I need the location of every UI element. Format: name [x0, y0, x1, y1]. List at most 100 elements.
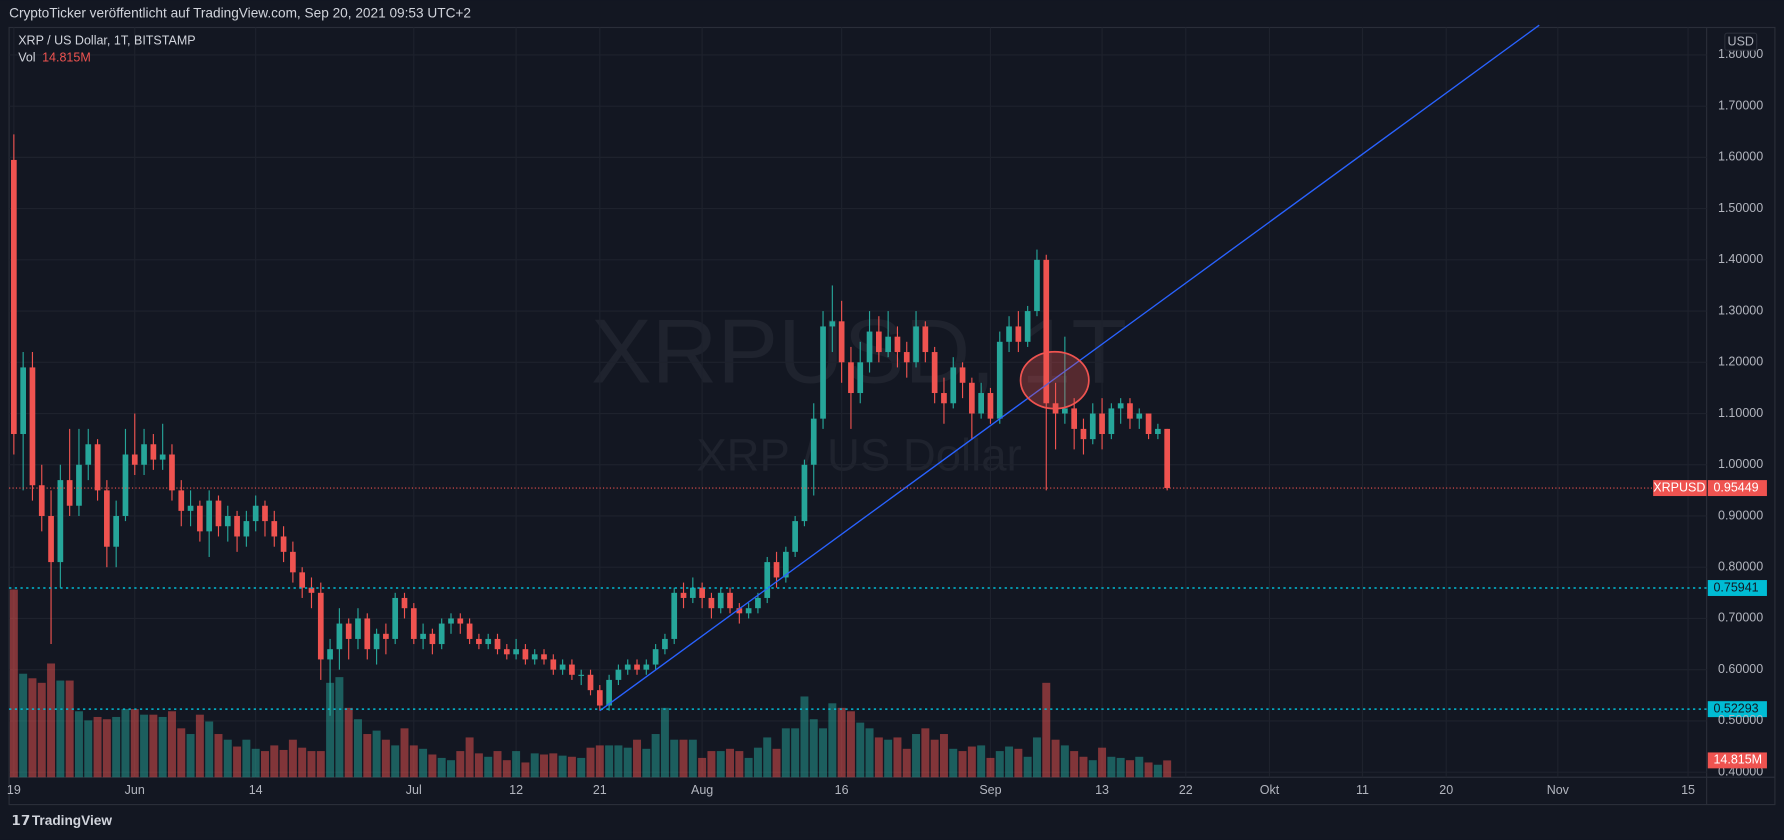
volume-bar — [698, 757, 707, 778]
volume-bar — [809, 719, 818, 778]
candle-body — [355, 618, 361, 639]
candle-body — [587, 674, 594, 691]
x-tick-label: Jul — [406, 783, 422, 797]
y-tick-label: 0.80000 — [1718, 560, 1763, 574]
volume-bar — [828, 703, 837, 778]
candle-body — [457, 618, 464, 624]
brand: TradingView — [32, 813, 112, 828]
candle-body — [345, 623, 352, 639]
volume-bar — [1107, 756, 1116, 778]
volume-bar — [763, 737, 772, 778]
volume-bar — [530, 753, 539, 778]
candle-body — [680, 592, 687, 598]
candle-body — [1089, 413, 1096, 440]
candle-body — [85, 444, 92, 465]
volume-bar — [19, 673, 28, 778]
candle-body — [541, 654, 547, 660]
candle-body — [606, 679, 612, 706]
candle-body — [689, 587, 696, 598]
y-tick-label: 1.20000 — [1718, 355, 1763, 369]
volume-bar — [623, 747, 632, 778]
volume-bar — [298, 747, 307, 778]
x-tick-label: 13 — [1095, 783, 1109, 797]
candle-body — [866, 331, 873, 363]
candle-body — [29, 367, 36, 486]
candle-body — [206, 500, 213, 532]
x-tick-label: Sep — [979, 783, 1001, 797]
candle-body — [513, 649, 519, 655]
volume-bar — [381, 739, 390, 778]
volume-bar — [9, 589, 18, 778]
volume-bar — [819, 728, 828, 778]
volume-bar — [902, 748, 911, 778]
candle-body — [104, 490, 110, 547]
volume-bar — [158, 716, 167, 778]
candle-body — [476, 638, 482, 645]
volume-bar — [140, 714, 149, 778]
candle-body — [234, 515, 240, 537]
symbol-label: XRPUSD — [1653, 480, 1705, 494]
volume-bar — [660, 707, 669, 778]
y-tick-label: 1.60000 — [1718, 150, 1763, 164]
brand-logo: 𝟭𝟳 — [11, 813, 30, 828]
volume-bar — [837, 707, 846, 778]
volume-bar — [307, 751, 316, 778]
x-tick-label: Aug — [691, 783, 713, 797]
candle-body — [271, 521, 278, 537]
y-tick-label: 1.50000 — [1718, 201, 1763, 215]
volume-bar — [912, 734, 921, 778]
candle-body — [178, 490, 185, 511]
candle-body — [299, 572, 306, 588]
candle-body — [699, 587, 705, 598]
publisher: CryptoTicker veröffentlicht auf TradingV… — [9, 5, 471, 20]
candle-body — [903, 352, 910, 363]
volume-bar — [1144, 762, 1153, 778]
candle-body — [215, 500, 222, 527]
candle-body — [429, 633, 436, 645]
volume-bar — [567, 756, 576, 778]
volume-bar — [428, 754, 437, 778]
candle-body — [131, 454, 138, 465]
y-tick-label: 0.50000 — [1718, 713, 1763, 727]
level-tag — [1707, 701, 1767, 718]
candle-body — [913, 326, 919, 363]
candle-body — [448, 618, 454, 624]
volume-bar — [65, 680, 74, 778]
volume-bar — [474, 753, 483, 778]
volume-bar — [84, 720, 93, 778]
volume-bar — [772, 748, 781, 778]
candle-body — [522, 649, 529, 660]
volume-bar — [47, 663, 56, 778]
currency-box — [1724, 32, 1758, 51]
y-tick-label: 0.90000 — [1718, 508, 1763, 522]
volume-bar — [865, 728, 874, 778]
level-label: 0.75941 — [1713, 580, 1758, 594]
candle-body — [317, 592, 324, 660]
candle-body — [559, 664, 566, 670]
volume-bar — [800, 696, 809, 778]
candle-body — [438, 623, 445, 645]
x-tick-label: Okt — [1260, 783, 1280, 797]
watermark: XRPUSD, 1T XRP / US Dollar — [591, 302, 1127, 481]
volume-bar — [512, 751, 521, 778]
candle-body — [569, 664, 575, 675]
volume-bar — [735, 751, 744, 778]
y-tick-label: 1.10000 — [1718, 406, 1763, 420]
x-tick-label: 22 — [1179, 783, 1193, 797]
volume-bar — [56, 680, 65, 778]
candle-body — [708, 597, 715, 609]
volume-bar — [112, 716, 121, 778]
volume-bar — [419, 748, 428, 778]
volume-bar — [1023, 756, 1032, 778]
volume-bar — [409, 745, 418, 778]
candle-body — [894, 336, 901, 353]
candle-body — [1080, 428, 1087, 440]
volume-bar — [205, 721, 214, 778]
volume-bar — [744, 757, 753, 778]
volume-bar — [260, 751, 269, 778]
candle-body — [150, 444, 157, 460]
volume-tag-label: 14.815M — [1713, 753, 1762, 767]
volume-bar — [967, 746, 976, 778]
volume-bar — [1014, 748, 1023, 778]
volume-bar — [1079, 756, 1088, 778]
